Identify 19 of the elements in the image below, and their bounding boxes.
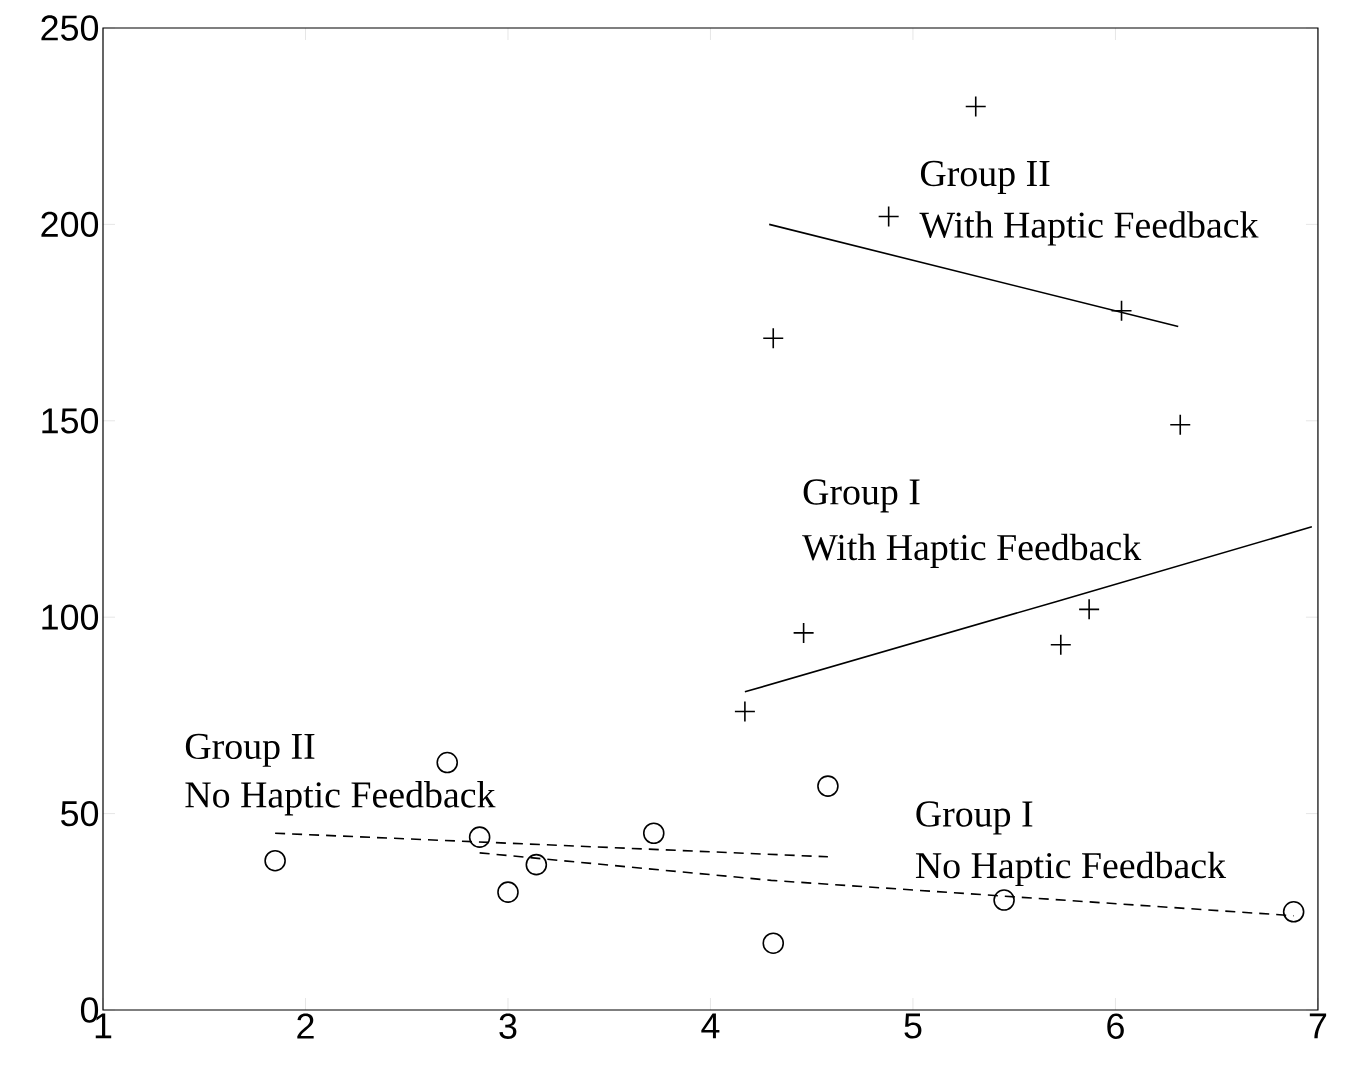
annotation: With Haptic Feedback: [919, 211, 1259, 246]
x-tick-label: 6: [1107, 1013, 1124, 1039]
annotation: No Haptic Feedback: [185, 781, 496, 816]
x-tick-label: 2: [297, 1013, 314, 1039]
annotation: Group II: [185, 733, 315, 767]
annotation: Group I: [803, 479, 920, 513]
x-tick-label: 5: [904, 1013, 922, 1039]
y-tick-label: 200: [41, 211, 99, 238]
annotation: Group II: [920, 160, 1050, 194]
x-tick-label: 3: [499, 1013, 517, 1039]
annotation: With Haptic Feedback: [802, 533, 1142, 568]
x-tick-label: 4: [701, 1013, 720, 1039]
y-tick-label: 100: [42, 604, 99, 630]
y-tick-label: 150: [42, 408, 99, 434]
y-tick-label: 50: [61, 800, 99, 827]
annotation: No Haptic Feedback: [915, 851, 1227, 887]
annotation: Group I: [916, 801, 1033, 835]
y-tick-label: 250: [41, 15, 99, 41]
x-tick-label: 7: [1309, 1013, 1327, 1039]
